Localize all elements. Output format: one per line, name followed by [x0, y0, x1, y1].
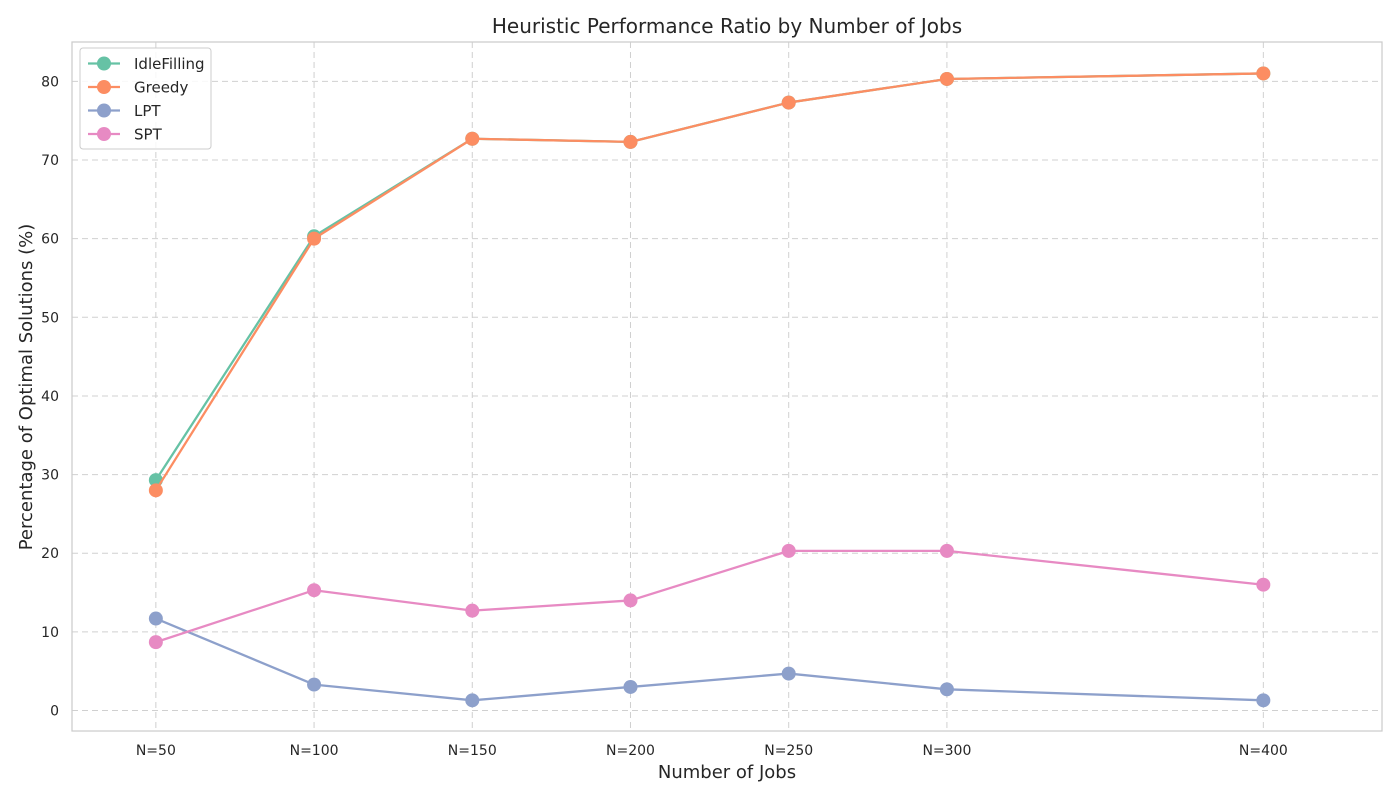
series-line-idlefilling	[154, 72, 1265, 482]
legend-item-lpt: LPT	[88, 102, 161, 120]
data-point-spt	[939, 543, 954, 558]
data-point-greedy	[781, 95, 796, 110]
y-tick-label: 30	[41, 468, 59, 484]
data-point-lpt	[307, 677, 322, 692]
legend-label: Greedy	[134, 79, 188, 97]
x-tick-label: N=50	[136, 743, 176, 759]
legend-label: LPT	[134, 102, 161, 120]
legend-label: IdleFilling	[134, 55, 205, 73]
legend-box	[79, 47, 212, 150]
y-tick-label: 70	[41, 153, 59, 169]
x-tick-label: N=100	[290, 743, 339, 759]
data-point-spt	[148, 635, 163, 650]
data-point-lpt	[1256, 693, 1271, 708]
y-tick-label: 80	[41, 74, 59, 90]
plot-frame	[71, 41, 1383, 732]
y-tick-label: 20	[41, 546, 59, 562]
series-layer	[148, 66, 1271, 708]
data-point-lpt	[148, 611, 163, 626]
series-line-spt	[154, 549, 1265, 644]
x-tick-label: N=400	[1239, 743, 1288, 759]
data-point-spt	[781, 543, 796, 558]
legend-label: SPT	[134, 126, 163, 144]
series-greedy	[148, 66, 1271, 498]
legend-item-idlefilling: IdleFilling	[88, 55, 205, 73]
data-point-lpt	[623, 679, 638, 694]
x-tick-label: N=200	[606, 743, 655, 759]
y-tick-label: 40	[41, 389, 59, 405]
y-tick-label: 60	[41, 232, 59, 248]
series-line-lpt	[154, 617, 1265, 702]
x-tick-label: N=300	[922, 743, 971, 759]
chart-title: Heuristic Performance Ratio by Number of…	[492, 14, 962, 38]
legend-item-spt: SPT	[88, 126, 163, 144]
legend-item-greedy: Greedy	[88, 79, 188, 97]
x-axis-ticks: N=50 N=100 N=150 N=200 N=250 N=300 N=400	[136, 743, 1288, 759]
y-tick-label: 0	[50, 704, 59, 720]
grid-layer	[72, 42, 1382, 731]
data-point-spt	[307, 583, 322, 598]
series-lpt	[148, 611, 1271, 708]
series-idlefilling	[148, 66, 1271, 488]
data-point-spt	[465, 603, 480, 618]
data-point-lpt	[781, 666, 796, 681]
y-tick-label: 10	[41, 625, 59, 641]
data-point-greedy	[1256, 66, 1271, 81]
data-point-greedy	[307, 231, 322, 246]
legend-marker	[97, 80, 111, 94]
legend-marker	[97, 103, 111, 118]
data-point-lpt	[939, 682, 954, 697]
data-point-spt	[623, 593, 638, 608]
x-tick-label: N=250	[764, 743, 813, 759]
data-point-lpt	[465, 693, 480, 708]
series-line-greedy	[154, 72, 1265, 492]
y-axis-label: Percentage of Optimal Solutions (%)	[16, 224, 37, 551]
data-point-greedy	[623, 134, 638, 149]
legend-marker	[97, 56, 111, 71]
x-tick-label: N=150	[448, 743, 497, 759]
data-point-spt	[1256, 577, 1271, 592]
data-point-greedy	[148, 483, 163, 498]
data-point-greedy	[465, 131, 480, 146]
x-axis-label: Number of Jobs	[658, 762, 796, 783]
legend: IdleFilling Greedy LPT SPT	[79, 47, 212, 150]
y-axis-ticks: 0 10 20 30 40 50 60 70 80	[41, 74, 59, 719]
data-point-greedy	[939, 71, 954, 86]
y-tick-label: 50	[41, 310, 59, 326]
series-spt	[148, 543, 1271, 650]
legend-marker	[97, 127, 111, 141]
